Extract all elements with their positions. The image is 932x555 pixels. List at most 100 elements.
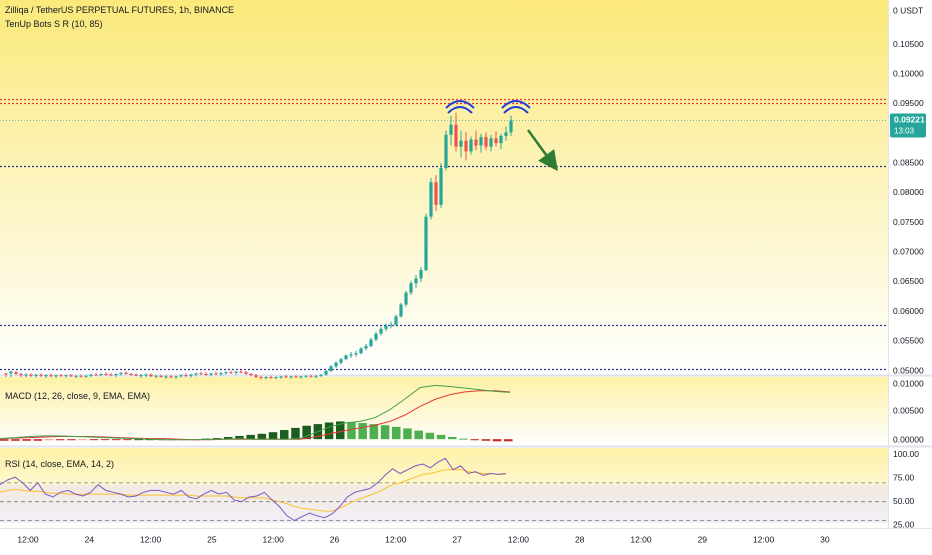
price-tick-label: 0.05000 <box>893 365 924 375</box>
candle <box>494 138 498 144</box>
rsi-tick-label: 25.00 <box>893 519 915 529</box>
price-axis-unit: 0 USDT <box>893 5 923 15</box>
candle <box>404 292 408 305</box>
rsi-tick-label: 100.00 <box>893 449 919 459</box>
candle <box>134 374 138 376</box>
candle <box>179 375 183 377</box>
macd-histogram-bar <box>392 426 401 440</box>
candle <box>389 324 393 326</box>
macd-histogram-bar <box>380 425 390 440</box>
macd-histogram-bar <box>246 434 255 440</box>
candle <box>19 374 23 376</box>
macd-histogram-bar <box>56 439 65 441</box>
candle <box>454 124 458 147</box>
rsi-band <box>0 485 888 523</box>
macd-histogram-bar <box>268 432 278 440</box>
candle <box>324 371 328 375</box>
time-tick-label: 30 <box>820 534 830 544</box>
time-tick-label: 28 <box>575 534 585 544</box>
candle <box>44 375 48 377</box>
right-peak-arc-icon <box>501 100 531 109</box>
candle <box>34 374 38 376</box>
candle <box>304 375 308 377</box>
macd-histogram-bar <box>224 437 233 440</box>
macd-histogram-bar <box>291 427 300 440</box>
candle <box>434 182 438 205</box>
candle <box>444 134 448 169</box>
candle <box>14 372 18 374</box>
last-price-badge <box>890 113 926 138</box>
rsi-tick-label: 50.00 <box>893 496 915 506</box>
macd-histogram-bar <box>347 421 356 440</box>
macd-label: MACD (12, 26, close, 9, EMA, EMA) <box>5 391 151 401</box>
candle <box>204 374 208 375</box>
candle <box>39 374 43 376</box>
macd-histogram-bar <box>448 437 457 440</box>
candle <box>99 374 103 376</box>
candle <box>49 375 53 377</box>
rsi-ma-line <box>0 469 506 512</box>
left-peak-arc-icon <box>447 106 473 114</box>
macd-histogram-bar <box>123 439 132 441</box>
candle <box>124 372 128 374</box>
candle <box>154 375 158 377</box>
candle <box>59 375 63 377</box>
candle <box>474 139 478 146</box>
candle <box>504 132 508 136</box>
candle <box>194 373 198 375</box>
candle <box>139 375 143 377</box>
candle <box>274 376 278 378</box>
candle <box>349 354 353 356</box>
macd-histogram-bar <box>67 439 76 441</box>
candle <box>279 376 283 378</box>
macd-histogram-bar <box>33 439 43 441</box>
macd-histogram-bar <box>414 430 423 440</box>
macd-histogram-bar <box>358 423 367 440</box>
candle <box>109 374 113 376</box>
candle <box>384 325 388 329</box>
candle <box>314 375 318 377</box>
price-tick-label: 0.08000 <box>893 187 924 197</box>
candle <box>159 375 163 377</box>
candle <box>449 124 453 135</box>
candle <box>94 374 98 376</box>
pattern-annotations <box>445 100 558 172</box>
candle <box>104 374 108 375</box>
price-tick-label: 0.06500 <box>893 276 924 286</box>
macd-histogram-bar <box>22 439 31 441</box>
time-tick-label: 12:00 <box>753 534 775 544</box>
candle <box>199 373 203 375</box>
time-tick-label: 25 <box>207 534 217 544</box>
candle <box>309 375 313 377</box>
candle <box>244 372 248 374</box>
candle <box>249 374 253 376</box>
candle <box>189 374 193 376</box>
macd-histogram-bar <box>280 430 289 440</box>
bar-countdown: 13:03 <box>894 127 915 136</box>
candle <box>484 137 488 147</box>
macd-histogram-bar <box>44 439 54 441</box>
macd-histogram-bar <box>369 424 379 440</box>
candle <box>64 375 68 377</box>
candle <box>209 373 213 375</box>
macd-histogram-bar <box>459 438 468 440</box>
candle <box>399 304 403 317</box>
candle <box>509 120 513 133</box>
candle <box>409 283 413 293</box>
rsi-tick-label: 75.00 <box>893 472 915 482</box>
candle <box>479 137 483 146</box>
macd-histogram-bar <box>481 439 491 441</box>
candle <box>284 376 288 378</box>
candle <box>439 168 443 205</box>
macd-histogram-bar <box>11 439 20 441</box>
macd-histogram-bar <box>403 428 412 440</box>
macd-histogram-bar <box>504 439 513 442</box>
time-tick-label: 26 <box>330 534 340 544</box>
price-tick-label: 0.09500 <box>893 98 924 108</box>
candle <box>144 374 148 376</box>
candle <box>164 376 168 378</box>
candle <box>239 371 243 373</box>
candle <box>319 374 323 376</box>
